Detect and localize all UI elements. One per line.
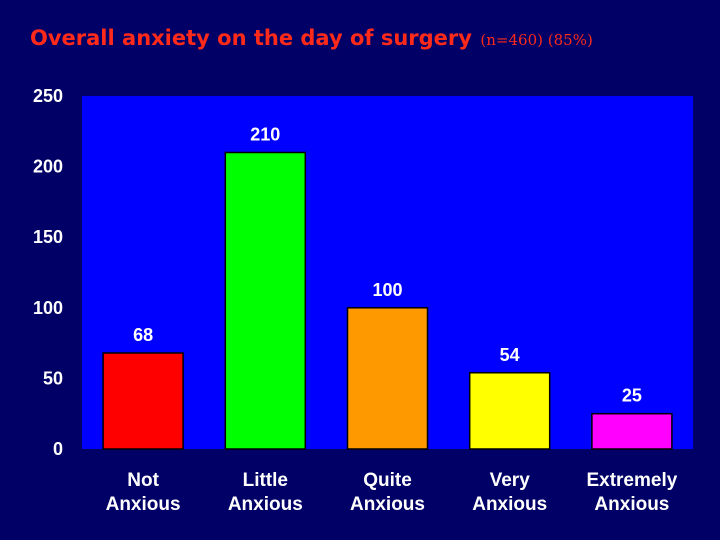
bar (102, 352, 184, 450)
y-tick-label: 150 (33, 227, 63, 247)
y-tick-label: 200 (33, 157, 63, 177)
data-label: 25 (622, 386, 642, 406)
x-axis-labels: Not Anxious Little Anxious Quite Anxious Very A… (106, 470, 678, 515)
x-tick-label: Extremely (586, 470, 677, 491)
y-tick-label: 0 (53, 439, 63, 459)
bar (468, 372, 551, 450)
bar (224, 151, 307, 450)
x-tick-label: Anxious (350, 494, 425, 515)
y-tick-label: 100 (33, 298, 63, 318)
y-axis: 0 50 100 150 200 250 (33, 86, 63, 459)
bar (346, 307, 429, 450)
chart-title: Overall anxiety on the day of surgery (n… (30, 26, 593, 50)
data-label: 54 (500, 345, 520, 365)
bars (102, 151, 673, 450)
x-tick-label: Anxious (594, 494, 669, 515)
data-label: 68 (133, 325, 153, 345)
y-tick-label: 50 (43, 368, 63, 388)
x-tick-label: Quite (363, 470, 412, 491)
y-tick-label: 250 (33, 86, 63, 106)
x-tick-label: Anxious (106, 494, 181, 515)
bar (591, 412, 673, 450)
x-tick-label: Very (490, 470, 531, 491)
chart-title-sub: (n=460) (85%) (480, 31, 593, 49)
x-tick-label: Not (127, 470, 159, 491)
data-label: 100 (372, 280, 402, 300)
x-tick-label: Anxious (228, 494, 303, 515)
data-labels: 68 210 100 54 25 (133, 124, 642, 405)
x-tick-label: Anxious (472, 494, 547, 515)
chart-title-main: Overall anxiety on the day of surgery (30, 26, 472, 50)
x-tick-label: Little (243, 470, 288, 491)
data-label: 210 (250, 124, 280, 144)
